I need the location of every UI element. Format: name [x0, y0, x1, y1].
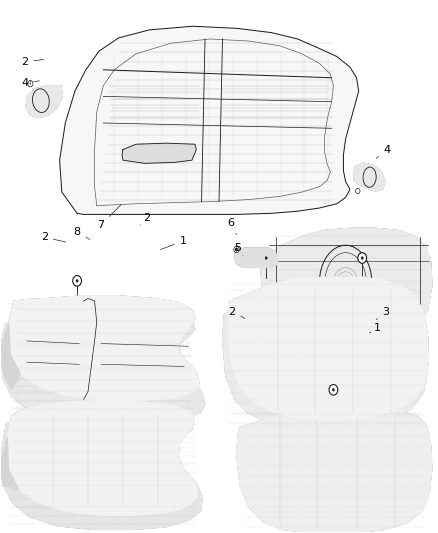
- Circle shape: [358, 253, 367, 263]
- Text: 8: 8: [74, 227, 90, 239]
- Circle shape: [73, 276, 81, 286]
- Polygon shape: [60, 26, 359, 214]
- Polygon shape: [1, 308, 205, 422]
- Polygon shape: [223, 285, 427, 428]
- Text: 7: 7: [98, 205, 121, 230]
- Text: 6: 6: [228, 218, 237, 235]
- Polygon shape: [237, 409, 432, 533]
- Polygon shape: [9, 296, 199, 400]
- Polygon shape: [2, 322, 20, 390]
- Text: 1: 1: [160, 236, 187, 249]
- Text: 5: 5: [234, 243, 243, 256]
- Circle shape: [332, 389, 335, 391]
- Polygon shape: [261, 228, 432, 345]
- Circle shape: [265, 257, 267, 260]
- Polygon shape: [122, 143, 196, 164]
- Polygon shape: [353, 163, 385, 191]
- Polygon shape: [1, 438, 18, 489]
- Circle shape: [361, 257, 363, 260]
- Polygon shape: [228, 277, 428, 419]
- Text: 3: 3: [376, 306, 389, 320]
- Text: 2: 2: [141, 213, 151, 225]
- Circle shape: [76, 279, 78, 282]
- Circle shape: [235, 248, 238, 251]
- Text: 1: 1: [370, 322, 381, 333]
- Circle shape: [329, 384, 338, 395]
- Text: 2: 2: [21, 57, 44, 67]
- Polygon shape: [26, 86, 63, 118]
- Polygon shape: [1, 407, 202, 530]
- Text: 2: 2: [41, 232, 66, 243]
- Polygon shape: [7, 400, 197, 515]
- Text: 2: 2: [229, 306, 245, 318]
- Text: 4: 4: [21, 78, 39, 88]
- Polygon shape: [234, 248, 278, 268]
- Circle shape: [262, 253, 271, 263]
- Text: 4: 4: [376, 144, 391, 158]
